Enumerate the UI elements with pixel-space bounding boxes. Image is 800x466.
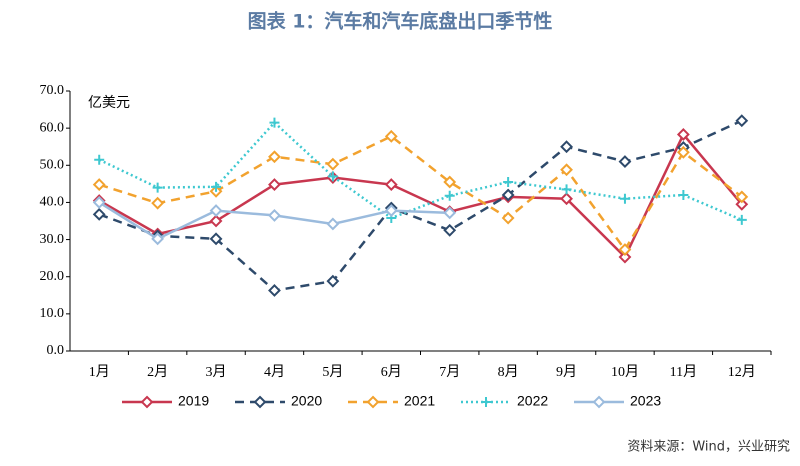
x-tick-label: 2月 [147,364,168,380]
marker [209,232,223,246]
x-tick-label: 9月 [556,364,577,380]
marker [676,128,690,141]
marker [619,193,630,204]
marker [501,188,515,202]
marker [501,211,515,225]
series-line [98,119,743,292]
y-tick-label: 10.0 [40,306,65,321]
marker [326,274,340,288]
marker [444,190,455,201]
marker [592,395,606,409]
y-tick-label: 0.0 [47,343,65,358]
marker [268,150,281,164]
x-tick-label: 3月 [206,364,227,380]
y-axis-label: 亿美元 [88,95,130,111]
marker [209,214,223,228]
marker [209,204,223,218]
legend-label: 2021 [404,393,435,409]
marker [678,190,689,200]
marker [481,397,491,407]
marker [253,395,267,409]
marker [327,171,338,182]
marker [735,197,749,211]
y-tick-label: 70.0 [40,83,65,98]
marker [443,223,457,237]
marker [560,192,573,206]
x-tick-label: 4月 [264,364,285,380]
x-tick-label: 1月 [89,364,110,380]
legend-label: 2020 [291,393,322,409]
marker [736,214,747,225]
x-tick-label: 8月 [498,364,519,380]
x-tick-label: 5月 [322,364,343,380]
y-tick-label: 60.0 [40,120,65,135]
x-tick-label: 10月 [611,364,639,380]
marker [366,395,380,409]
marker [268,178,281,192]
marker [676,145,690,159]
marker [561,184,572,195]
y-tick-label: 50.0 [40,158,65,173]
x-tick-label: 11月 [670,364,697,380]
marker [152,182,163,193]
marker [211,181,222,192]
marker [503,177,514,187]
marker [140,395,154,409]
marker [269,117,280,128]
legend-label: 2023 [630,393,661,409]
y-tick-label: 40.0 [40,195,65,210]
marker [443,206,457,220]
x-tick-label: 7月 [439,364,460,380]
series-line [98,132,743,260]
y-tick-label: 30.0 [40,232,65,247]
y-tick-label: 20.0 [40,269,65,284]
legend-label: 2019 [178,393,209,409]
marker [268,209,281,222]
marker [735,190,749,204]
marker [560,163,573,177]
chart-title: 图表 1：汽车和汽车底盘出口季节性 [248,10,553,33]
marker [92,178,106,192]
marker [326,157,340,171]
marker [735,114,749,128]
marker [384,129,398,143]
legend-label: 2022 [517,393,548,409]
marker [560,140,573,154]
series-line [98,134,743,252]
marker [94,154,105,165]
marker [443,175,457,189]
marker [384,204,398,218]
marker [618,243,632,257]
source: 资料来源：Wind，兴业研究 [627,440,790,455]
marker [92,196,106,209]
marker [384,178,398,192]
series-line [98,120,743,222]
x-tick-label: 12月 [728,364,756,380]
marker [618,155,632,168]
x-tick-label: 6月 [381,364,402,380]
marker [326,217,340,231]
marker [618,250,632,264]
marker [92,207,106,221]
marker [151,196,165,210]
marker [268,284,281,297]
marker [151,232,165,246]
